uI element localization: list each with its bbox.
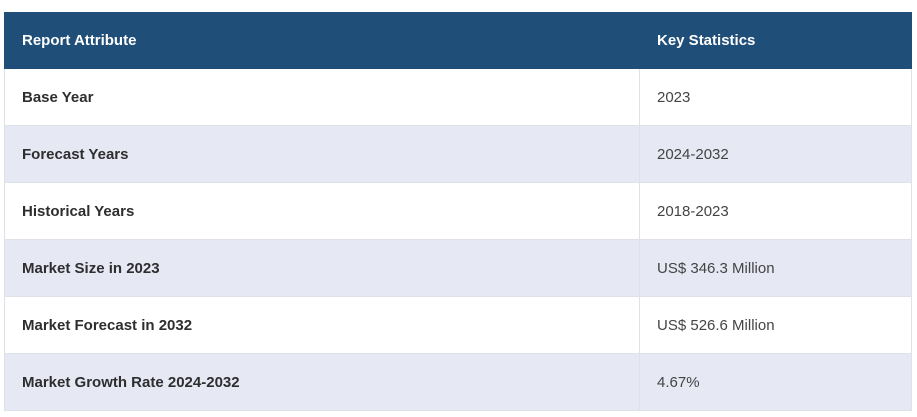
row-value: 2018-2023 — [639, 182, 912, 240]
row-attribute: Base Year — [4, 68, 640, 126]
row-value: 2024-2032 — [639, 125, 912, 183]
table-row: Historical Years 2018-2023 — [4, 182, 912, 240]
row-attribute: Market Growth Rate 2024-2032 — [4, 353, 640, 411]
row-attribute: Market Size in 2023 — [4, 239, 640, 297]
row-value: US$ 526.6 Million — [639, 296, 912, 354]
table-row: Forecast Years 2024-2032 — [4, 125, 912, 183]
row-value: 2023 — [639, 68, 912, 126]
row-value: US$ 346.3 Million — [639, 239, 912, 297]
report-statistics-table: Report Attribute Key Statistics Base Yea… — [4, 12, 912, 411]
header-row: Report Attribute Key Statistics — [4, 12, 912, 69]
row-attribute: Historical Years — [4, 182, 640, 240]
row-attribute: Forecast Years — [4, 125, 640, 183]
table-row: Market Size in 2023 US$ 346.3 Million — [4, 239, 912, 297]
report-statistics-table-container: Report Attribute Key Statistics Base Yea… — [4, 12, 912, 411]
table-row: Market Growth Rate 2024-2032 4.67% — [4, 353, 912, 411]
row-value: 4.67% — [639, 353, 912, 411]
table-row: Base Year 2023 — [4, 68, 912, 126]
header-key-statistics: Key Statistics — [639, 12, 912, 69]
table-header: Report Attribute Key Statistics — [4, 12, 912, 69]
table-body: Base Year 2023 Forecast Years 2024-2032 … — [4, 68, 912, 411]
row-attribute: Market Forecast in 2032 — [4, 296, 640, 354]
table-row: Market Forecast in 2032 US$ 526.6 Millio… — [4, 296, 912, 354]
header-report-attribute: Report Attribute — [4, 12, 640, 69]
